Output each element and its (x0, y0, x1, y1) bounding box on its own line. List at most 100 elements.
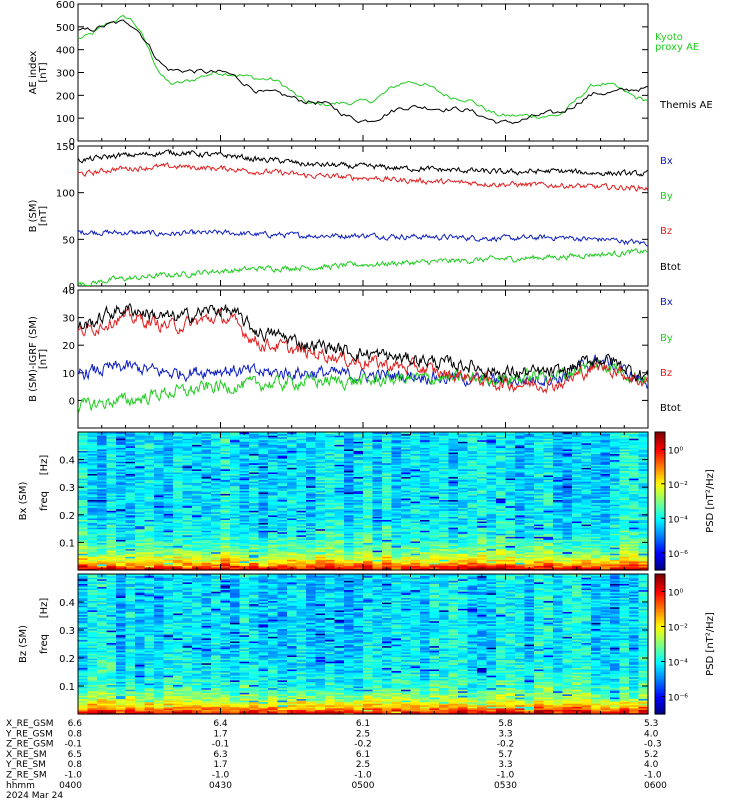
spectrogram-cell (363, 557, 374, 560)
spectrogram-cell (78, 519, 89, 522)
spectrogram-cell (363, 547, 374, 550)
spectrogram-cell (220, 487, 231, 490)
spectrogram-cell (439, 537, 450, 540)
spectrogram-cell (144, 514, 155, 517)
spectrogram-cell (182, 516, 193, 519)
spectrogram-cell (239, 497, 250, 501)
spectrogram-cell (220, 534, 231, 537)
spectrogram-cell (524, 487, 535, 490)
spectrogram-cell (334, 448, 345, 451)
spectrogram-cell (401, 455, 412, 458)
spectrogram-cell (277, 545, 288, 548)
spectrogram-cell (106, 499, 117, 502)
spectrogram-cell (505, 510, 516, 513)
spectrogram-cell (192, 545, 203, 548)
spectrogram-cell (553, 459, 564, 462)
spectrogram-cell (334, 436, 345, 439)
spectrogram-cell (467, 471, 478, 474)
spectrogram-cell (230, 542, 241, 545)
spectrogram-cell (420, 476, 431, 479)
spectrogram-cell (534, 435, 545, 438)
spectrogram-cell (486, 528, 497, 531)
spectrogram-cell (173, 464, 184, 467)
spectrogram-cell (372, 562, 383, 565)
spectrogram-cell (562, 473, 573, 476)
spectrogram-cell (477, 557, 488, 560)
spectrogram-cell (486, 520, 497, 524)
spectrogram-cell (363, 563, 374, 566)
spectrogram-cell (201, 474, 212, 478)
spectrogram-cell (391, 478, 402, 481)
spectrogram-cell (448, 519, 459, 522)
spectrogram-cell (486, 445, 497, 448)
spectrogram-cell (163, 468, 174, 471)
spectrogram-cell (277, 485, 288, 488)
spectrogram-cell (448, 496, 459, 499)
spectrogram-cell (477, 517, 488, 520)
spectrogram-cell (515, 531, 526, 534)
spectrogram-cell (239, 511, 250, 514)
spectrogram-cell (334, 531, 345, 534)
spectrogram-cell (505, 545, 516, 548)
spectrogram-cell (344, 514, 355, 517)
spectrogram-cell (306, 519, 317, 522)
spectrogram-cell (277, 557, 288, 560)
spectrogram-cell (534, 501, 545, 504)
spectrogram-cell (524, 513, 535, 516)
spectrogram-cell (325, 458, 336, 461)
spectrogram-cell (135, 516, 146, 519)
spectrogram-cell (192, 562, 203, 565)
spectrogram-cell (211, 511, 222, 514)
spectrogram-cell (534, 482, 545, 485)
spectrogram-cell (363, 488, 374, 491)
spectrogram-cell (429, 510, 440, 513)
spectrogram-cell (97, 502, 108, 505)
spectrogram-cell (296, 447, 307, 450)
spectrogram-cell (315, 547, 326, 550)
spectrogram-cell (382, 505, 393, 508)
spectrogram-cell (258, 559, 269, 562)
spectrogram-cell (353, 467, 364, 470)
spectrogram-cell (306, 451, 317, 455)
spectrogram-cell (258, 474, 269, 478)
spectrogram-cell (562, 432, 573, 435)
spectrogram-cell (268, 551, 279, 554)
spectrogram-cell (467, 501, 478, 504)
spectrogram-cell (448, 528, 459, 531)
spectrogram-cell (268, 537, 279, 540)
spectrogram-cell (97, 436, 108, 439)
spectrogram-cell (391, 557, 402, 560)
spectrogram-cell (458, 458, 469, 461)
spectrogram-cell (87, 455, 98, 458)
spectrogram-cell (543, 485, 554, 488)
spectrogram-cell (201, 467, 212, 470)
spectrogram-cell (477, 519, 488, 522)
spectrogram-cell (505, 553, 516, 556)
spectrogram-cell (325, 470, 336, 473)
spectrogram-cell (515, 499, 526, 502)
spectrogram-cell (220, 473, 231, 476)
spectrogram-cell (173, 433, 184, 436)
spectrogram-cell (201, 531, 212, 534)
spectrogram-cell (372, 468, 383, 471)
spectrogram-cell (220, 501, 231, 504)
spectrogram-cell (344, 530, 355, 533)
spectrogram-cell (220, 435, 231, 438)
spectrogram-cell (467, 455, 478, 458)
spectrogram-cell (543, 545, 554, 548)
spectrogram-cell (201, 436, 212, 439)
spectrogram-cell (325, 461, 336, 464)
spectrogram-cell (173, 435, 184, 438)
spectrogram-cell (420, 436, 431, 439)
spectrogram-cell (572, 485, 583, 488)
spectrogram-cell (486, 479, 497, 482)
spectrogram-cell (230, 550, 241, 553)
spectrogram-cell (486, 468, 497, 471)
spectrogram-cell (277, 517, 288, 520)
spectrogram-cell (144, 534, 155, 537)
spectrogram-cell (249, 547, 260, 550)
spectrogram-cell (353, 514, 364, 517)
spectrogram-cell (144, 522, 155, 525)
spectrogram-cell (116, 470, 127, 473)
spectrogram-cell (249, 432, 260, 435)
